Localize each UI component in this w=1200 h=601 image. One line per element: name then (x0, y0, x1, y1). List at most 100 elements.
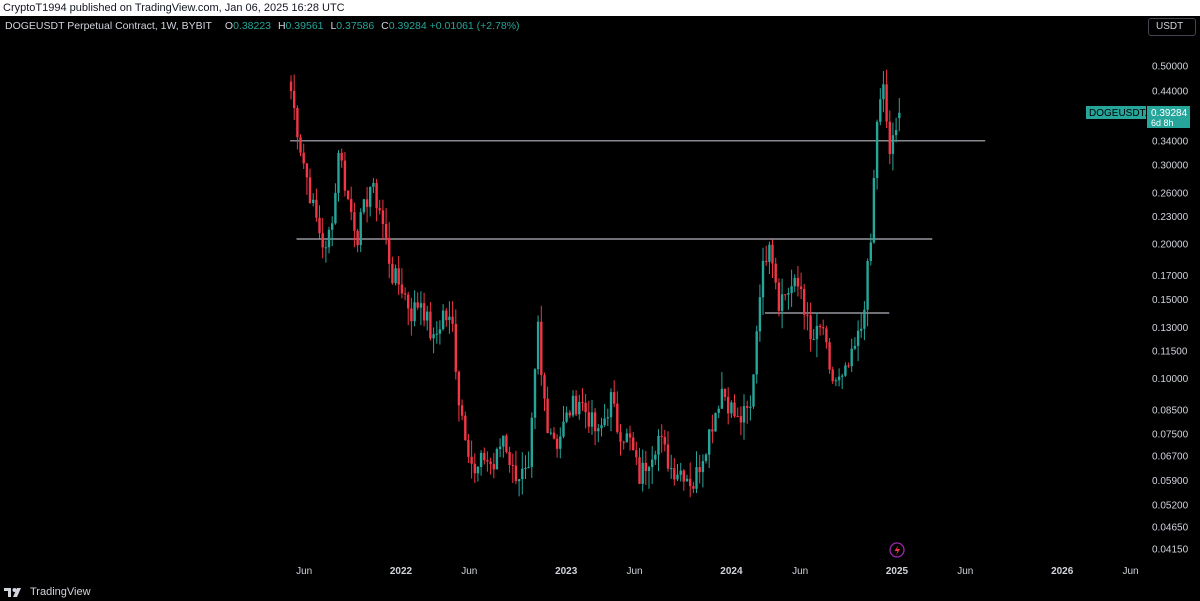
candle-body (701, 461, 705, 473)
candle-body (498, 446, 502, 449)
candle-body (495, 449, 499, 470)
candle-body (644, 462, 647, 472)
candle-body (888, 121, 891, 154)
candle-body (657, 435, 660, 455)
candle-body (590, 412, 594, 427)
candle-body (622, 441, 625, 443)
candle-body (305, 163, 309, 178)
candle-body (549, 432, 552, 434)
legend-high-value: 0.39561 (285, 20, 324, 32)
candle-body (647, 467, 651, 471)
candle-body (470, 456, 473, 464)
candle-body (400, 284, 404, 294)
candle-body (429, 311, 432, 339)
y-tick-label: 0.15000 (1152, 295, 1189, 306)
legend-close-value: 0.39284 (388, 20, 427, 32)
candle-body (746, 406, 749, 408)
candle-body (378, 208, 381, 211)
candle-body (898, 112, 901, 119)
candle-body (603, 418, 606, 426)
candle-body (375, 182, 378, 209)
tradingview-logo-icon (4, 588, 21, 597)
legend-open-label: O (224, 20, 234, 32)
legend-close-label: C (381, 20, 389, 32)
y-tick-label: 0.23000 (1152, 212, 1189, 223)
candle-body (749, 406, 752, 408)
candle-body (403, 293, 407, 295)
candle-body (327, 229, 331, 248)
candle-body (346, 190, 350, 200)
candle-body (869, 242, 872, 261)
candle-body (632, 437, 635, 451)
candle-body (663, 437, 666, 445)
candle-body (312, 199, 315, 203)
candle-body (654, 454, 657, 460)
candle-body (441, 310, 445, 330)
x-tick-label: Jun (1122, 566, 1138, 577)
candle-body (809, 315, 812, 340)
y-tick-label: 0.05900 (1152, 476, 1189, 487)
candle-body (825, 328, 828, 343)
candle-body (796, 277, 800, 287)
price-axis[interactable]: 0.500000.440000.380000.340000.300000.260… (1152, 62, 1189, 556)
candle-body (353, 212, 356, 231)
candle-body (486, 460, 489, 462)
candle-body (704, 454, 708, 462)
candle-body (302, 152, 305, 164)
candle-body (682, 470, 685, 482)
candle-body (628, 433, 632, 438)
candle-body (784, 294, 787, 296)
candle-body (736, 416, 739, 418)
candle-body (891, 135, 895, 154)
candle-body (685, 478, 689, 482)
candle-body (860, 328, 863, 331)
candle-body (530, 417, 533, 467)
candle-body (578, 402, 581, 415)
candle-body (803, 289, 806, 315)
candle-body (793, 277, 796, 287)
candle-body (768, 244, 771, 262)
candle-body (894, 130, 898, 136)
candle-body (568, 412, 571, 416)
x-tick-label: Jun (792, 566, 808, 577)
last-price-badge: DOGEUSDT.P 0.39284 6d 8h (1086, 106, 1190, 128)
x-tick-label: 2025 (886, 566, 909, 577)
candle-body (359, 212, 362, 246)
candle-body (315, 199, 318, 218)
y-tick-label: 0.26000 (1152, 188, 1189, 199)
candle-body (571, 395, 575, 416)
candle-body (673, 468, 676, 480)
candle-body (457, 371, 461, 406)
candle-body (689, 478, 692, 487)
candle-body (831, 369, 834, 382)
footer-brand[interactable]: TradingView (4, 584, 91, 600)
y-tick-label: 0.05200 (1152, 501, 1189, 512)
x-tick-label: 2024 (720, 566, 743, 577)
candle-body (587, 412, 590, 427)
candle-body (388, 237, 391, 264)
candle-body (790, 286, 793, 294)
candle-body (641, 462, 644, 484)
y-tick-label: 0.50000 (1152, 62, 1189, 73)
candle-body (289, 81, 293, 92)
candle-body (511, 465, 514, 466)
candle-body (384, 224, 388, 238)
candle-body (559, 436, 562, 449)
candle-body (679, 470, 682, 475)
candle-body (426, 311, 429, 321)
candle-body (321, 233, 324, 248)
candle-body (742, 406, 746, 423)
candle-body (711, 429, 714, 432)
lightning-icon[interactable] (889, 542, 905, 558)
candle-body (555, 438, 559, 449)
currency-button[interactable]: USDT (1148, 18, 1196, 36)
candle-body (625, 433, 628, 443)
candle-body (343, 160, 347, 191)
time-axis[interactable]: Jun 2022 Jun 2023 Jun 2024 Jun 2025 Jun 2026 Jun (296, 566, 1138, 577)
candle-body (765, 260, 768, 262)
candle-body (600, 425, 603, 429)
candle-body (872, 178, 876, 243)
candle-body (502, 435, 505, 447)
candle-body (651, 459, 654, 468)
